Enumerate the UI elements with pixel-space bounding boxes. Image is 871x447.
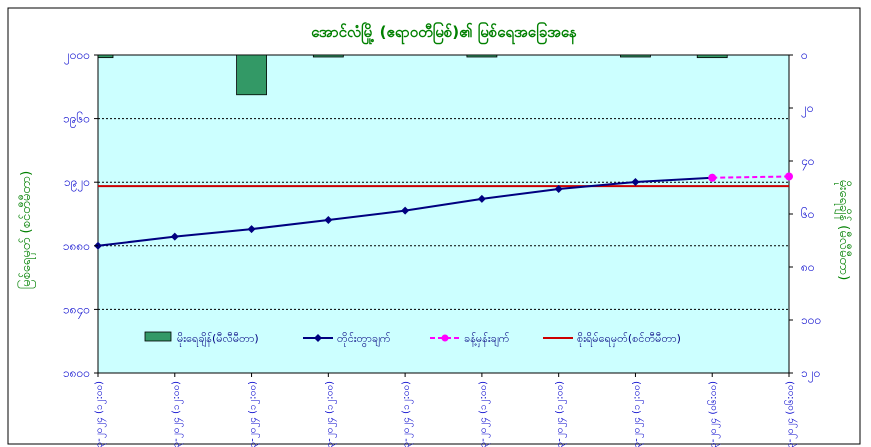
right-tick-label: ၆၀ [801, 206, 815, 221]
legend-marker [314, 334, 322, 342]
legend-item: မိုးရေချိန်(မီလီမီတာ) [144, 331, 259, 347]
x-tick-label: ၁၅-၃-၂၀၂၄ (၁၂:၀၀) [631, 381, 644, 447]
rain-bar [236, 54, 267, 96]
measured-point [477, 194, 486, 203]
x-tick-label: ၈-၃-၂၀၂၄ (၁၂:၀၀) [94, 381, 107, 447]
left-tick-label: ၁၈၈၀ [63, 239, 90, 253]
legend: မိုးရေချိန်(မီလီမီတာ) တိုင်းတွာချက် ခန့်မှ… [144, 331, 681, 347]
left-tick-label: ၂၀၀၀ [64, 48, 90, 65]
rain-bar [466, 54, 498, 58]
rain-bar [696, 54, 728, 59]
x-tick-label: ၁၄-၃-၂၀၂၄ (၁၂:၀၀) [555, 381, 568, 447]
x-tick-label: ၁၂-၃-၂၀၂၄ (၁၂:၀၀) [401, 381, 414, 447]
x-tick-label: ၁၁-၃-၂၀၂၄ (၁၂:၀၀) [324, 381, 337, 447]
measured-point [170, 232, 179, 241]
forecast-point [785, 172, 793, 181]
rainfall-bars [97, 54, 728, 96]
measured-point [401, 206, 410, 215]
measured-point [554, 185, 563, 194]
measured-point [631, 178, 640, 187]
right-tick-label: ၈၀ [801, 260, 815, 274]
left-tick-label: ၁၈၄၀ [63, 302, 90, 319]
x-tick-label: ၉-၃-၂၀၂၄ (၁၂:၀၀) [171, 381, 184, 447]
legend-item: စိုးရိမ်ရေမှတ်(စင်တီမီတာ) [543, 332, 681, 347]
right-tick-label: ၄၀ [801, 154, 815, 171]
plot-area [97, 54, 790, 374]
right-tick-label: ၂၀ [801, 101, 814, 118]
left-tick-label: ၁၉၆၀ [63, 111, 90, 129]
x-tick-label: ၁၆-၃-၂၀၂၄ (၀၆:၀၀) [706, 381, 721, 447]
gridlines [98, 118, 789, 310]
x-tick-label: ၁၇-၃-၂၀၂၄ (၀၆:၀၀) [783, 381, 798, 447]
legend-label: မိုးရေချိန်(မီလီမီတာ) [177, 332, 259, 347]
right-tick-label: ၀ [801, 48, 808, 62]
y-axis-label-left: မြစ်ရေမှတ် (စင်တီမီတာ) [17, 171, 36, 289]
legend-label: တိုင်းတွာချက် [337, 332, 391, 347]
legend-item: ခန့်မှန်းချက် [430, 332, 510, 347]
forecast-point [708, 173, 717, 182]
measured-point [247, 225, 256, 234]
rain-bar [97, 54, 114, 59]
x-tick-label: ၁၀-၃-၂၀၂၄ (၁၂:၀၀) [248, 381, 261, 447]
forecast-line [712, 175, 790, 179]
x-axis-ticks: ၈-၃-၂၀၂၄ (၁၂:၀၀) ၉-၃-၂၀၂၄ (၁၂:၀၀) ၁၀-၃-၂၀၂… [94, 373, 798, 447]
legend-item: တိုင်းတွာချက် [303, 332, 391, 347]
legend-label: ခန့်မှန်းချက် [464, 332, 510, 347]
left-tick-label: ၁၈၀၀ [63, 366, 90, 380]
rain-bar [312, 54, 344, 58]
legend-marker [441, 334, 449, 342]
x-tick-label: ၁၃-၃-၂၀၂၄ (၁၂:၀၀) [478, 381, 491, 447]
water-level-lines [94, 172, 793, 250]
right-tick-label: ၁၂၀ [801, 366, 820, 383]
y-axis-label-right: မိုးရေချိန် (မီလီမီတာ) [834, 180, 852, 281]
measured-point [324, 216, 333, 225]
rain-bar [620, 54, 651, 58]
legend-label: စိုးရိမ်ရေမှတ်(စင်တီမီတာ) [577, 332, 681, 347]
legend-swatch [144, 331, 172, 342]
left-tick-label: ၁၉၂၀ [64, 175, 90, 192]
right-tick-label: ၁၀၀ [801, 313, 821, 327]
left-axis-ticks: ၁၈၀၀ ၁၈၄၀ ၁၈၈၀ ၁၉၂၀ ၁၉၆၀ ၂၀၀၀ [63, 48, 98, 380]
